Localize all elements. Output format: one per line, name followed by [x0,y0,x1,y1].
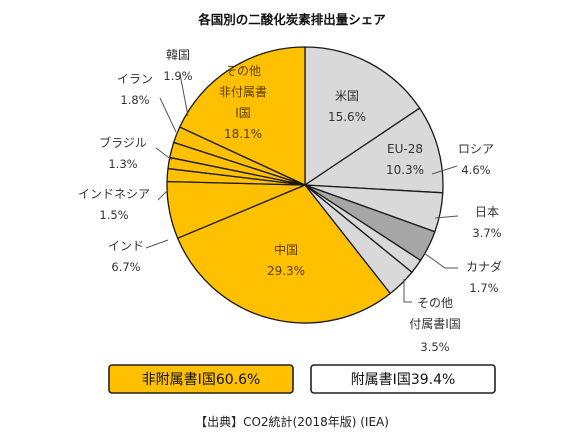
slice-label-other-annex1-line1: その他 [417,296,453,310]
slice-label-russia-line1: ロシア [458,142,494,156]
slice-label-canada-line1: カナダ [466,259,502,274]
slice-label-china-line1: 中国 [274,242,298,257]
slice-label-other-annex1-line2: 付属書Ⅰ国 [409,317,461,331]
leader-line-russia [431,165,458,175]
slice-value-japan: 3.7% [472,226,501,240]
pie-slice-eu28 [304,107,444,194]
slice-labels: 米国 15.6% EU-28 10.3% ロシア 4.6% 日本 3.7% カナダ 1.7% その他… [78,48,502,354]
leader-line-canada [423,252,458,269]
slice-label-korea-line1: 韓国 [166,48,190,62]
leader-line-other-annex1 [403,279,412,303]
slice-value-iran: 1.8% [120,93,149,107]
source-note: 【出典】CO2統計(2018年版) (IEA) [195,414,389,429]
slice-value-other-annex1: 3.5% [420,340,449,354]
leader-lines [145,73,459,303]
slice-value-canada: 1.7% [469,281,498,295]
slice-label-brazil-line1: ブラジル [99,135,147,150]
slice-value-eu28: 10.3% [386,163,424,177]
pie-slices [166,46,444,324]
slice-label-other-non-annex1-line2: 非付属書 [219,85,267,99]
slice-value-russia: 4.6% [461,163,490,177]
leader-line-iran [159,97,177,133]
leader-line-brazil [155,147,173,161]
leader-line-india [145,239,169,249]
leader-line-korea [179,73,189,117]
pie-slice-us [304,46,421,186]
slice-label-us-line1: 米国 [335,89,359,103]
slice-label-iran-line1: イラン [117,72,153,86]
slice-value-china: 29.3% [267,264,305,278]
slice-label-japan-line1: 日本 [475,205,499,219]
pie-slice-china [177,184,391,324]
chart-title: 各国別の二酸化炭素排出量シェア [197,12,386,27]
slice-value-brazil: 1.3% [108,157,137,171]
slice-label-eu28-line1: EU-28 [387,142,423,156]
slice-label-india-line1: インド [108,239,144,253]
non-annex1-total-label: 非附属書Ⅰ国60.6% [142,372,261,388]
leader-line-japan [434,215,459,219]
pie-slice-other-non-annex1 [179,46,306,186]
slice-value-india: 6.7% [111,260,140,274]
slice-value-other-non-annex1: 18.1% [224,127,262,141]
annex1-total-box [310,364,496,394]
slice-value-indonesia: 1.5% [99,208,128,222]
leader-line-indonesia [157,189,169,201]
slice-label-indonesia-line1: インドネシア [78,187,150,201]
non-annex1-total-box [108,364,294,394]
slice-label-other-non-annex1-line1: その他 [225,64,261,78]
slice-label-other-non-annex1-line3: Ⅰ国 [235,106,251,120]
slice-value-korea: 1.9% [163,69,192,83]
annex1-total-label: 附属書Ⅰ国39.4% [351,372,456,388]
slice-value-us: 15.6% [328,110,366,124]
